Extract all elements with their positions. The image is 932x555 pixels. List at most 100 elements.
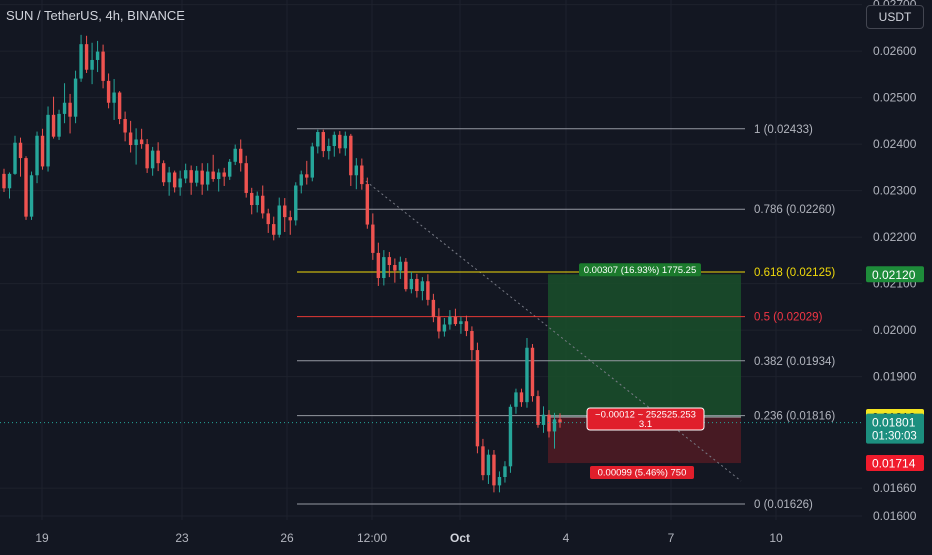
price-tag-bg — [866, 413, 924, 444]
candle — [316, 129, 320, 154]
candle-body — [343, 135, 348, 149]
y-axis-tick-label: 0.02400 — [873, 137, 917, 151]
candle — [382, 250, 386, 286]
loss-label: 0.00099 (5.46%) 750 — [598, 468, 687, 479]
candle-body — [266, 213, 270, 225]
candle — [354, 158, 359, 190]
candle-body — [426, 281, 430, 300]
candle-body — [128, 132, 133, 146]
candle — [40, 128, 45, 170]
price-tag: 0.01714 — [872, 457, 916, 471]
candle — [7, 172, 12, 199]
candle-body — [475, 350, 480, 447]
candle — [283, 198, 287, 232]
candle — [294, 182, 298, 226]
candle — [84, 35, 89, 73]
candle-body — [13, 142, 17, 174]
candle — [24, 156, 28, 220]
candle — [332, 131, 337, 157]
currency-button[interactable]: USDT — [866, 5, 924, 29]
candle — [448, 310, 452, 330]
candle — [514, 388, 518, 414]
candle-body — [431, 299, 436, 318]
candle-body — [536, 396, 540, 425]
candle-body — [310, 146, 314, 178]
candle — [508, 404, 513, 473]
candle — [244, 155, 248, 198]
profit-zone — [548, 274, 741, 418]
candle — [343, 131, 348, 156]
candle — [35, 131, 39, 184]
x-axis-tick-label: 4 — [563, 531, 570, 545]
candle-body — [492, 454, 496, 486]
candle-body — [420, 281, 425, 292]
candle-body — [73, 78, 78, 117]
candle — [541, 406, 546, 433]
candle — [299, 170, 303, 194]
candle-body — [139, 139, 144, 145]
price-tag-countdown: 01:30:03 — [872, 431, 917, 443]
candle — [387, 251, 392, 278]
candle-body — [255, 195, 259, 206]
candle — [178, 170, 182, 196]
fib-level-label: 0.382 (0.01934) — [754, 356, 835, 368]
x-axis-tick-label: 23 — [175, 531, 189, 545]
candle — [227, 159, 232, 180]
candle — [409, 271, 414, 294]
candle-body — [272, 224, 276, 235]
candle-body — [497, 477, 502, 486]
y-axis-tick-label: 0.02000 — [873, 323, 917, 337]
candle-body — [354, 165, 359, 176]
candle — [2, 168, 6, 193]
candle — [183, 163, 188, 184]
candle — [79, 34, 83, 82]
candle-body — [398, 261, 403, 271]
candle — [266, 208, 270, 233]
candle-body — [530, 347, 535, 397]
fib-level-label: 0.786 (0.02260) — [754, 204, 835, 216]
candle — [420, 277, 425, 301]
y-axis-tick-label: 0.01900 — [873, 370, 917, 384]
candle-body — [51, 114, 56, 137]
candle-body — [409, 278, 414, 290]
candle-body — [415, 278, 419, 292]
fib-level-label: 0.5 (0.02029) — [754, 312, 823, 324]
candle-body — [514, 392, 518, 407]
candle — [288, 210, 292, 235]
candle — [239, 139, 243, 172]
fib-level-label: 0.236 (0.01816) — [754, 411, 835, 423]
candle — [95, 40, 100, 73]
candle — [134, 128, 138, 165]
candle — [68, 93, 72, 134]
candle — [57, 109, 61, 140]
candle — [13, 135, 17, 175]
candle — [18, 137, 23, 177]
candle-body — [349, 135, 353, 176]
candle-body — [464, 321, 469, 332]
candle — [139, 128, 144, 149]
candle-body — [57, 113, 61, 137]
candle — [393, 258, 397, 283]
candle — [431, 293, 436, 323]
candle — [519, 388, 524, 407]
price-tag-bg — [866, 266, 924, 283]
candle-body — [277, 205, 281, 235]
candle-body — [2, 173, 6, 189]
x-axis-tick-label: 7 — [668, 531, 675, 545]
trend-line — [361, 177, 742, 482]
candle-body — [216, 172, 221, 179]
candle — [205, 163, 210, 191]
fib-level-label: 0.618 (0.02125) — [754, 267, 835, 279]
candle-body — [387, 257, 392, 265]
candle-body — [305, 174, 309, 178]
candle-body — [90, 59, 94, 70]
candle — [156, 142, 160, 172]
candle-body — [112, 92, 116, 103]
candle-body — [365, 184, 370, 225]
candle-body — [448, 316, 452, 325]
candle-body — [503, 466, 507, 477]
candle-body — [525, 347, 529, 403]
candle — [51, 96, 56, 139]
